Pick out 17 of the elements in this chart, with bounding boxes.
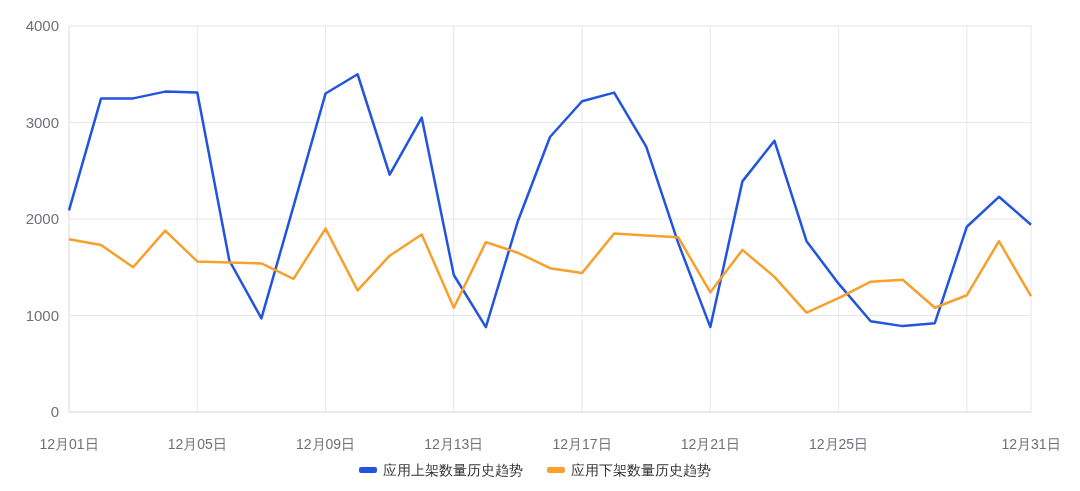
y-tick-label: 1000 <box>25 306 59 324</box>
x-tick-label: 12月25日 <box>809 436 869 452</box>
y-tick-label: 2000 <box>25 210 59 227</box>
y-tick-label: 3000 <box>25 113 59 131</box>
legend-label: 应用上架数量历史趋势 <box>383 462 523 478</box>
x-tick-label: 12月21日 <box>680 436 740 452</box>
x-tick-label: 12月09日 <box>295 436 356 452</box>
line-series <box>67 73 1033 329</box>
x-tick-label: 12月01日 <box>39 436 99 452</box>
line-series <box>67 227 1033 314</box>
legend-label: 应用下架数量历史趋势 <box>571 462 711 478</box>
x-tick-label: 12月31日 <box>1001 436 1061 452</box>
x-tick-label: 12月05日 <box>167 436 227 452</box>
y-tick-label: 0 <box>50 403 59 420</box>
y-tick-label: 4000 <box>25 17 59 34</box>
x-tick-label: 12月13日 <box>424 436 484 452</box>
x-tick-label: 12月17日 <box>552 436 612 452</box>
